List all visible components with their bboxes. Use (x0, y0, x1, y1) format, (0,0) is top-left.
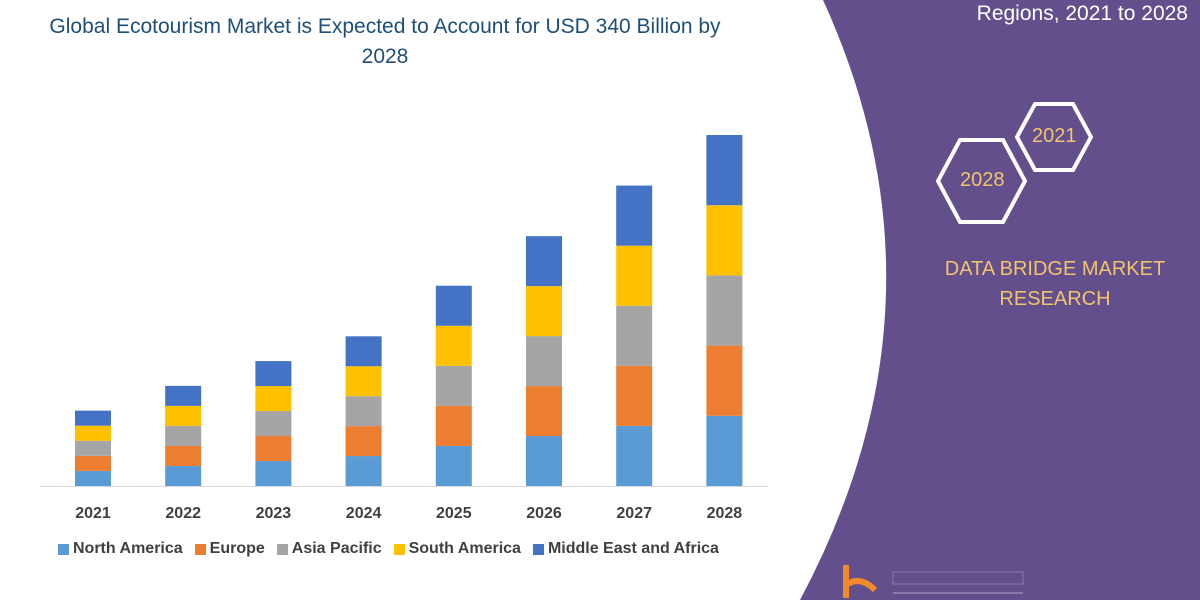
bar-segment-2027-europe (616, 365, 653, 426)
bar-segment-2026-europe (526, 386, 562, 437)
bar-segment-2028-middle-east-and-africa (706, 135, 743, 206)
brand-name: DATA BRIDGE MARKET RESEARCH (944, 258, 1166, 310)
bar-segment-2021-middle-east-and-africa (75, 410, 111, 426)
x-tick-label: 2024 (346, 505, 382, 522)
bar-segment-2028-europe (706, 345, 743, 416)
bar-segment-2027-asia-pacific (616, 305, 653, 366)
bar-segment-2021-south-america (75, 425, 111, 441)
bar-segment-2025-north-america (435, 445, 472, 486)
bar-segment-2023-asia-pacific (255, 411, 292, 437)
bar-segment-2022-asia-pacific (165, 425, 202, 446)
bar-segment-2023-middle-east-and-africa (255, 361, 292, 387)
legend-item: North America (58, 540, 183, 558)
bar-segment-2028-south-america (706, 205, 743, 276)
x-tick-label: 2023 (256, 505, 292, 522)
legend-swatch (532, 543, 544, 555)
x-tick-label: 2022 (165, 505, 201, 522)
legend-swatch (393, 543, 405, 555)
bar-segment-2023-europe (255, 436, 292, 462)
legend: North America Europe Asia Pacific South Ame… (58, 540, 719, 558)
bar-segment-2025-middle-east-and-africa (435, 285, 472, 326)
bar-segment-2026-middle-east-and-africa (526, 236, 562, 287)
bar-segment-2023-south-america (255, 386, 292, 412)
logo (843, 565, 1024, 598)
hex-year-2028: 2028 (960, 169, 1005, 191)
chart-title: Global Ecotourism Market is Expected to … (49, 15, 721, 68)
bar-chart: 2021 2022 2023 2024 2025 2026 2027 2028 (40, 135, 768, 522)
bar-segment-2025-asia-pacific (435, 365, 472, 406)
bar-segment-2025-south-america (435, 325, 472, 366)
legend-label: North America (73, 540, 183, 557)
x-tick-label: 2021 (75, 505, 111, 522)
bar-segment-2025-europe (435, 405, 472, 446)
legend-label: Europe (209, 540, 265, 557)
hex-year-2021: 2021 (1032, 125, 1077, 147)
bar-segment-2021-asia-pacific (75, 440, 111, 456)
bar-segment-2026-north-america (526, 436, 562, 486)
bar-segment-2024-middle-east-and-africa (345, 336, 382, 367)
right-panel-title: Regions, 2021 to 2028 (976, 2, 1188, 25)
bar-segment-2028-north-america (706, 415, 743, 486)
bar-segment-2028-asia-pacific (706, 275, 743, 346)
bar-segment-2022-north-america (165, 465, 202, 486)
hexagon-2028 (935, 138, 1028, 224)
bar-segment-2027-middle-east-and-africa (616, 185, 653, 246)
bar-segment-2024-north-america (345, 456, 382, 486)
bar-segment-2027-north-america (616, 425, 653, 486)
bar-segment-2026-asia-pacific (526, 336, 562, 387)
bar-segment-2022-south-america (165, 405, 202, 426)
bar-segment-2021-north-america (75, 470, 111, 486)
legend-label: Middle East and Africa (547, 540, 719, 557)
legend-swatch (276, 543, 288, 555)
bar-segment-2023-north-america (255, 461, 292, 486)
bar-segment-2022-europe (165, 445, 202, 466)
bar-segment-2026-south-america (526, 286, 562, 337)
legend-label: South America (408, 540, 521, 557)
purple-panel (800, 0, 1200, 600)
x-tick-label: 2025 (436, 505, 472, 522)
legend-swatch (58, 543, 69, 555)
legend-label: Asia Pacific (291, 540, 382, 557)
x-tick-label: 2026 (526, 505, 562, 522)
x-tick-label: 2027 (616, 505, 652, 522)
legend-item: South America (393, 540, 521, 558)
legend-swatch (194, 543, 206, 555)
bar-segment-2027-south-america (616, 245, 653, 306)
legend-item: Europe (194, 540, 265, 558)
bar-segment-2024-europe (345, 426, 382, 457)
bar-segment-2022-middle-east-and-africa (165, 385, 202, 406)
bar-segment-2024-south-america (345, 366, 382, 397)
legend-item: Asia Pacific (276, 540, 382, 558)
legend-item: Middle East and Africa (532, 540, 719, 558)
bar-segment-2024-asia-pacific (345, 396, 382, 427)
x-tick-label: 2028 (707, 505, 743, 522)
bar-segment-2021-europe (75, 455, 111, 471)
hexagon-2021 (1014, 102, 1094, 172)
